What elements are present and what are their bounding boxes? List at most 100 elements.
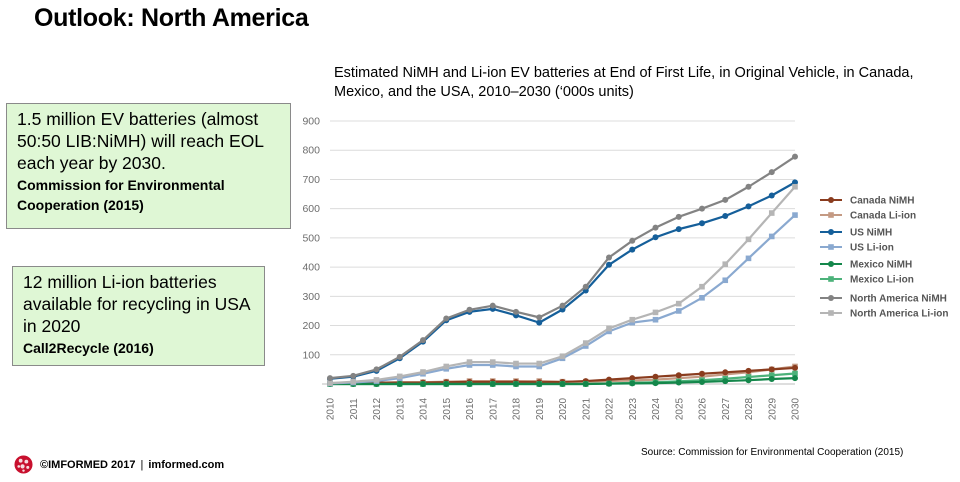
data-point bbox=[722, 261, 729, 267]
data-point bbox=[536, 363, 543, 370]
data-point bbox=[420, 337, 426, 344]
data-point bbox=[629, 316, 636, 323]
data-point bbox=[768, 169, 775, 176]
data-point bbox=[652, 373, 659, 380]
data-point bbox=[536, 381, 543, 387]
x-tick-label: 2019 bbox=[535, 397, 546, 420]
y-tick-label: 900 bbox=[302, 116, 320, 128]
callout-eol-forecast: 1.5 million EV batteries (almost 50:50 L… bbox=[6, 103, 291, 229]
data-point bbox=[466, 381, 473, 387]
data-point bbox=[699, 294, 705, 301]
data-point bbox=[420, 381, 426, 387]
x-tick-label: 2013 bbox=[395, 397, 406, 420]
data-point bbox=[792, 375, 798, 382]
legend-marker bbox=[828, 229, 834, 235]
x-tick-label: 2022 bbox=[605, 397, 616, 420]
data-point bbox=[350, 372, 357, 379]
data-point bbox=[536, 314, 543, 321]
data-point bbox=[722, 378, 729, 385]
data-point bbox=[606, 325, 612, 332]
x-tick-label: 2030 bbox=[791, 397, 802, 420]
legend-label: US Li-ion bbox=[850, 243, 894, 254]
x-tick-label: 2018 bbox=[512, 397, 523, 420]
legend-item-us-nimh: US NiMH bbox=[820, 228, 892, 239]
data-point bbox=[722, 277, 729, 284]
data-point bbox=[792, 183, 798, 190]
data-point bbox=[629, 237, 636, 244]
legend-label: Mexico NiMH bbox=[850, 260, 912, 271]
data-point bbox=[443, 363, 450, 370]
data-point bbox=[396, 353, 403, 360]
callout-citation: Call2Recycle (2016) bbox=[23, 340, 154, 356]
data-point bbox=[373, 377, 380, 383]
x-tick-label: 2016 bbox=[465, 397, 476, 420]
footer-website-link[interactable]: imformed.com bbox=[148, 458, 225, 471]
data-point bbox=[768, 192, 775, 199]
data-point bbox=[792, 179, 798, 186]
y-tick-label: 400 bbox=[302, 262, 320, 274]
callout-recycling-availability: 12 million Li-ion batteries available fo… bbox=[12, 266, 265, 366]
data-point bbox=[675, 379, 682, 386]
chart-gridlines bbox=[322, 120, 795, 385]
data-point bbox=[582, 340, 589, 346]
x-tick-label: 2024 bbox=[651, 397, 662, 420]
series-north-america-li-ion bbox=[327, 183, 798, 386]
data-point bbox=[722, 196, 729, 203]
data-point bbox=[792, 370, 798, 377]
y-tick-label: 500 bbox=[302, 232, 320, 244]
data-point bbox=[513, 381, 519, 387]
data-point bbox=[606, 380, 612, 387]
x-tick-label: 2029 bbox=[767, 397, 778, 420]
legend-label: Canada Li-ion bbox=[850, 211, 916, 222]
data-point bbox=[396, 381, 403, 387]
data-point bbox=[768, 233, 775, 240]
data-point bbox=[466, 359, 473, 365]
data-point bbox=[606, 328, 612, 335]
x-tick-label: 2027 bbox=[721, 397, 732, 420]
x-tick-label: 2028 bbox=[744, 397, 755, 420]
data-point bbox=[699, 370, 705, 377]
legend-label: Mexico Li-ion bbox=[850, 275, 914, 286]
data-point bbox=[629, 246, 636, 253]
data-point bbox=[745, 367, 752, 374]
x-tick-label: 2021 bbox=[581, 397, 592, 420]
data-point bbox=[513, 308, 519, 315]
data-point bbox=[792, 364, 798, 371]
data-point bbox=[327, 380, 333, 386]
legend-item-north-america-li-ion: North America Li-ion bbox=[820, 309, 949, 320]
y-axis-tick-labels: 100 200 300 400 500 600 700 800 900 bbox=[302, 116, 320, 362]
data-point bbox=[466, 306, 473, 313]
legend-marker bbox=[828, 295, 834, 301]
data-point bbox=[582, 343, 589, 349]
x-tick-label: 2017 bbox=[488, 397, 499, 420]
footer-separator: | bbox=[140, 458, 144, 471]
x-axis-tick-labels: 2010 2011 2012 2013 2014 2015 2016 2017 2018 2019… bbox=[326, 397, 802, 420]
legend-label: North America Li-ion bbox=[850, 309, 949, 320]
x-tick-label: 2026 bbox=[698, 397, 709, 420]
legend-marker bbox=[828, 310, 834, 316]
callout-text: 1.5 million EV batteries (almost 50:50 L… bbox=[17, 109, 264, 173]
legend-marker bbox=[828, 244, 834, 250]
footer-copyright: ©IMFORMED 2017 bbox=[40, 458, 136, 471]
data-point bbox=[675, 213, 682, 220]
data-point bbox=[606, 261, 612, 268]
data-point bbox=[629, 375, 636, 382]
data-point bbox=[582, 283, 589, 290]
x-tick-label: 2025 bbox=[674, 397, 685, 420]
data-point bbox=[536, 360, 543, 367]
data-point bbox=[513, 363, 519, 370]
legend-marker bbox=[828, 276, 834, 282]
data-point bbox=[350, 378, 357, 385]
data-point bbox=[466, 362, 473, 368]
data-point bbox=[768, 210, 775, 216]
data-point bbox=[699, 378, 705, 385]
x-tick-label: 2015 bbox=[442, 397, 453, 420]
data-point bbox=[652, 224, 659, 231]
x-tick-label: 2010 bbox=[326, 397, 337, 420]
slide-title: Outlook: North America bbox=[34, 4, 309, 32]
data-point bbox=[745, 374, 752, 380]
data-point bbox=[652, 309, 659, 316]
data-point bbox=[489, 359, 496, 365]
data-point bbox=[745, 236, 752, 243]
data-point bbox=[629, 319, 636, 326]
